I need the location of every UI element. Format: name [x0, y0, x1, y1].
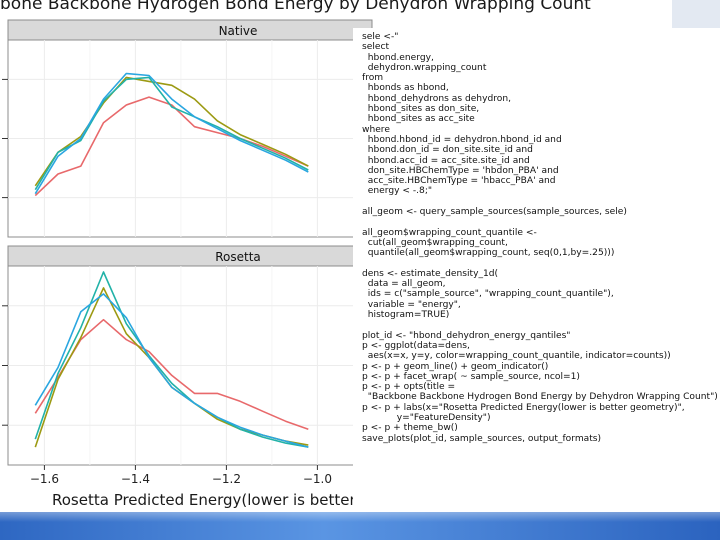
- series-line: [34, 318, 309, 430]
- code-line: data = all_geom,: [362, 279, 446, 290]
- code-line: plot_id <- "hbond_dehydron_energy_qantil…: [362, 330, 571, 341]
- code-line: acc_site.HBChemType = 'hbacc_PBA' and: [362, 176, 556, 187]
- code-line: p <- p + opts(title =: [362, 382, 456, 393]
- code-line: hbond.energy,: [362, 52, 434, 63]
- code-line: quantile(all_geom$wrapping_count, seq(0,…: [362, 248, 615, 259]
- x-tick-label: −1.2: [212, 472, 241, 486]
- code-line: p <- p + geom_line() + geom_indicator(): [362, 361, 549, 372]
- code-line: hbond_sites as acc_site: [362, 114, 475, 125]
- code-line: all_geom <- query_sample_sources(sample_…: [362, 207, 627, 218]
- code-line: dens <- estimate_density_1d(: [362, 268, 499, 279]
- top-right-panel: [672, 0, 720, 30]
- code-line: don_site.HBChemType = 'hbdon_PBA' and: [362, 165, 559, 176]
- x-tick-label: −1.4: [121, 472, 150, 486]
- code-line: p <- p + labs(x="Rosetta Predicted Energ…: [362, 402, 685, 413]
- code-line: ids = c("sample_source", "wrapping_count…: [362, 289, 614, 300]
- series-line: [34, 96, 309, 197]
- facet-strip: [7, 245, 373, 267]
- code-line: all_geom$wrapping_count_quantile <-: [362, 227, 537, 238]
- x-axis-label: Rosetta Predicted Energy(lower is better…: [52, 491, 439, 509]
- series-line: [34, 76, 309, 191]
- x-tick-label: −1.6: [30, 472, 59, 486]
- facet-strip: [7, 19, 373, 41]
- code-line: hbond_sites as don_site,: [362, 104, 480, 115]
- code-line: hbond.don_id = don_site.site_id and: [362, 145, 533, 156]
- series-line: [34, 271, 309, 448]
- series-line: [34, 76, 309, 187]
- code-line: histogram=TRUE): [362, 310, 450, 321]
- code-line: save_plots(plot_id, sample_sources, outp…: [362, 433, 602, 444]
- code-panel: sele <-" select hbond.energy, dehydron.w…: [353, 28, 720, 512]
- code-line: p <- p + facet_wrap( ~ sample_source, nc…: [362, 371, 580, 382]
- code-text: sele <-" select hbond.energy, dehydron.w…: [362, 32, 720, 444]
- code-line: where: [362, 124, 390, 135]
- code-line: dehydron.wrapping_count: [362, 62, 487, 73]
- code-line: variable = "energy",: [362, 299, 461, 310]
- code-line: hbond.acc_id = acc_site.site_id and: [362, 155, 530, 166]
- code-line: select: [362, 42, 390, 53]
- code-line: hbond.hbond_id = dehydron.hbond_id and: [362, 134, 562, 145]
- code-line: p <- ggplot(data=dens,: [362, 340, 470, 351]
- chart-title: bone Backbone Hydrogen Bond Energy by De…: [0, 0, 591, 14]
- footer-bar: [0, 512, 720, 540]
- code-line: sele <-": [362, 32, 399, 42]
- code-line: aes(x=x, y=y, color=wrapping_count_quant…: [362, 351, 671, 362]
- code-line: hbond_dehydrons as dehydron,: [362, 93, 511, 104]
- code-line: energy < -.8;": [362, 186, 433, 197]
- series-line: [34, 293, 309, 448]
- code-line: hbonds as hbond,: [362, 83, 449, 94]
- code-line: cut(all_geom$wrapping_count,: [362, 237, 508, 248]
- series-line: [34, 72, 309, 195]
- code-line: from: [362, 73, 384, 84]
- x-tick-label: −1.0: [303, 472, 332, 486]
- code-line: p <- p + theme_bw(): [362, 423, 458, 434]
- code-line: y="FeatureDensity"): [362, 412, 491, 423]
- facet-strip-label: Rosetta: [215, 250, 261, 264]
- facet-strip-label: Native: [219, 24, 258, 38]
- code-line: "Backbone Backbone Hydrogen Bond Energy …: [362, 392, 718, 403]
